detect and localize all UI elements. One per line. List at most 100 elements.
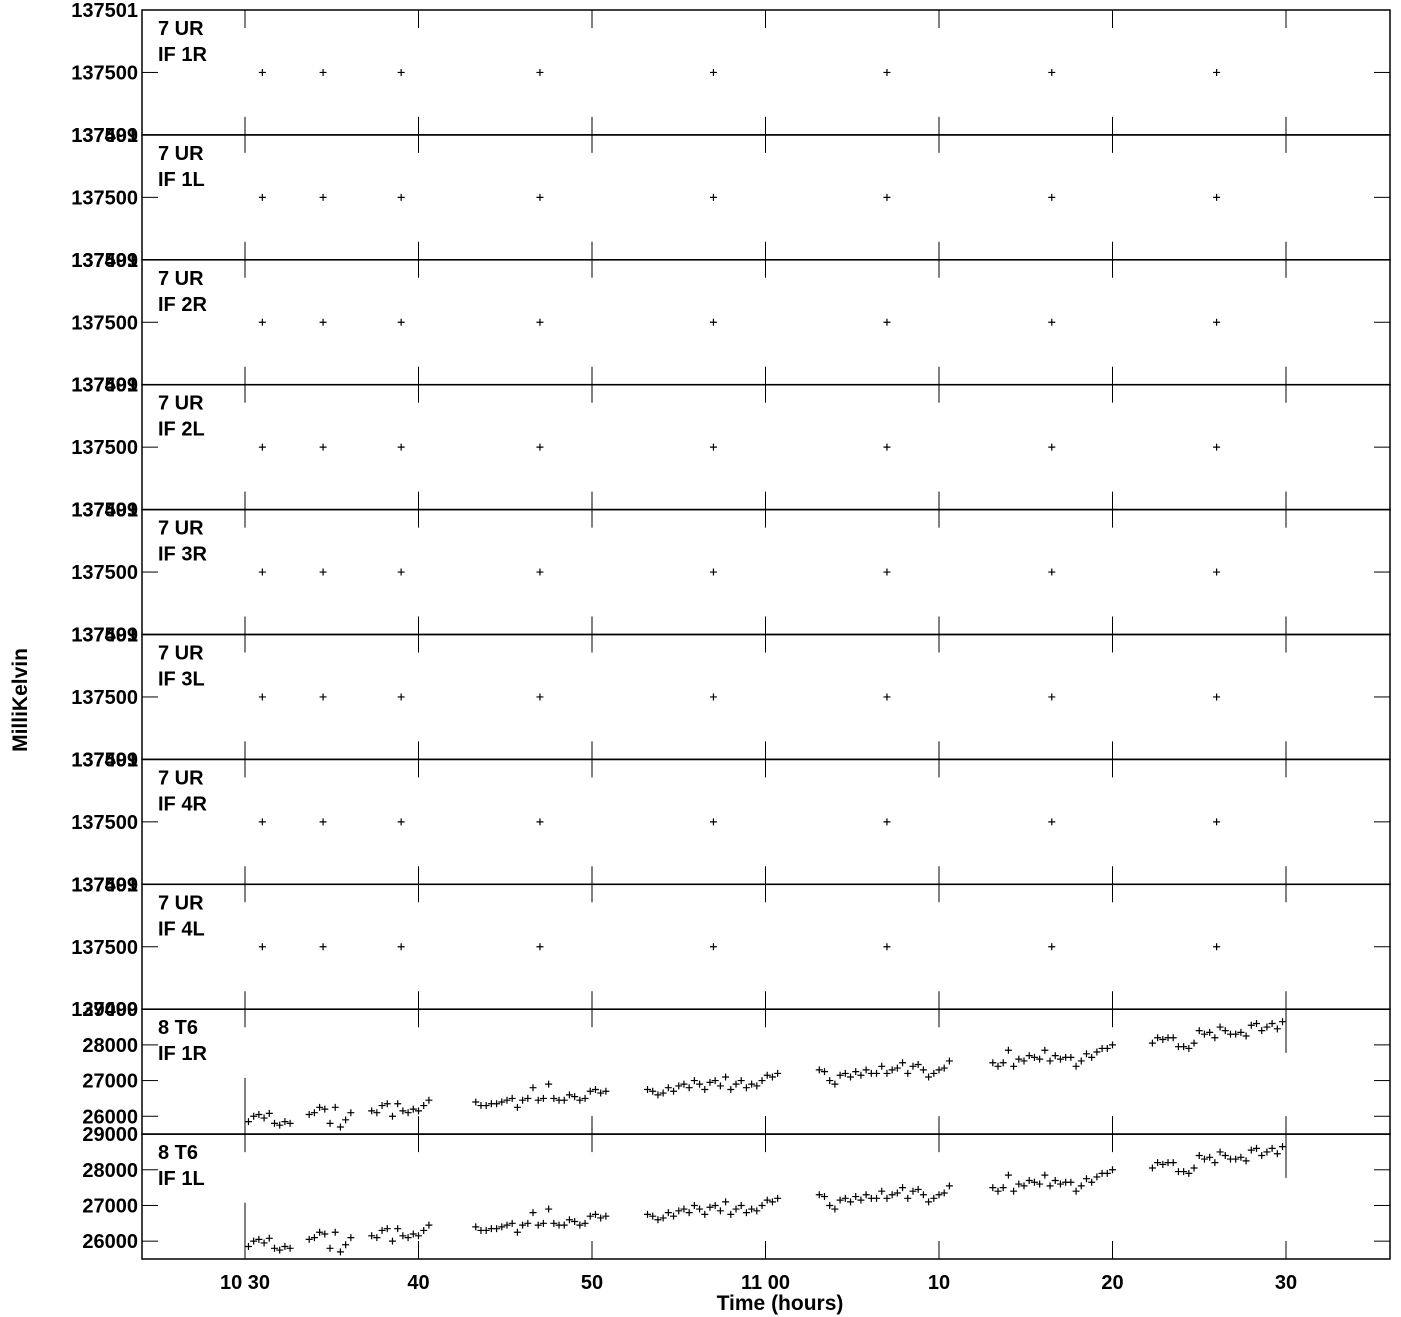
y-range-min-label: 137499 [71,500,138,522]
x-tick-label: 11 00 [741,1272,790,1294]
data-point [586,1087,594,1095]
data-point [1093,1048,1101,1056]
panel-frame [141,134,1391,261]
data-point [1190,1039,1198,1047]
panel-if-label: IF 2R [158,294,207,316]
y-tick-label: 137500 [71,812,138,834]
data-point [1041,1046,1049,1054]
data-point [883,318,891,326]
data-point [768,1073,776,1081]
data-point [255,1110,263,1118]
data-point [539,1094,547,1102]
data-point [342,1116,350,1124]
data-point [1036,1055,1044,1063]
data-point [1213,943,1221,951]
data-point [654,1216,662,1224]
data-point [513,1103,521,1111]
data-point [281,1243,289,1251]
data-point [265,1234,273,1242]
data-point [1046,1182,1054,1190]
data-point [716,1082,724,1090]
data-point [1056,1180,1064,1188]
data-point [534,1221,542,1229]
data-point [1041,1171,1049,1179]
panel: 26000 27000 28000 29000 8 T6 IF 1R [82,999,1391,1135]
data-point [1048,818,1056,826]
data-point [397,68,405,76]
panel-frame [141,883,1391,1010]
panel-station-label: 7 UR [158,643,204,665]
y-range-min-label: 137499 [71,874,138,896]
data-point [758,1201,766,1209]
data-point [286,1244,294,1252]
data-point [415,1107,422,1115]
data-point [536,68,544,76]
data-point [388,1237,396,1245]
y-tick-label: 137500 [71,62,138,84]
data-point [397,318,405,326]
panel-frame [141,633,1391,761]
data-point [571,1218,579,1226]
panel-station-label: 7 UR [158,143,204,165]
y-range-max-label: 137501 [71,625,138,647]
data-point [602,1212,610,1220]
data-point [1211,1034,1219,1042]
data-point [347,1234,355,1242]
data-point [914,1185,922,1193]
y-range-min-label: 137499 [71,375,138,397]
data-point [709,193,717,201]
data-point [399,1107,407,1115]
data-point [1077,1057,1085,1065]
data-point [321,1230,329,1238]
data-point [388,1112,396,1120]
data-point [1103,1169,1111,1177]
data-point [888,1066,896,1074]
data-point [847,1198,855,1206]
data-point [644,1085,652,1093]
data-point [1232,1155,1240,1163]
data-point [383,1225,391,1233]
data-point [909,1187,917,1195]
data-point [397,943,405,951]
data-point [727,1210,735,1218]
y-tick-label: 26000 [82,1231,138,1253]
data-point [1216,1148,1224,1156]
data-point [1190,1164,1198,1172]
data-point [1015,1055,1023,1063]
data-point [1185,1044,1193,1052]
data-point [397,568,405,576]
data-point [331,1228,339,1236]
data-point [586,1212,594,1220]
data-point [826,1077,834,1085]
x-tick-label: 30 [1275,1272,1297,1294]
data-point [994,1062,1002,1070]
data-point [378,1102,386,1110]
data-point [1279,1018,1287,1026]
data-point [524,1094,532,1102]
data-point [1148,1039,1156,1047]
data-point [857,1196,865,1204]
data-point [706,1078,714,1086]
data-point [664,1084,672,1092]
data-point [1036,1180,1044,1188]
panel-station-label: 7 UR [158,892,204,914]
data-point [873,1194,881,1202]
data-point [994,1187,1002,1195]
panel-if-label: IF 1L [158,1168,205,1190]
data-point [258,443,266,451]
data-point [774,1194,782,1202]
panel-frame [141,1008,1391,1135]
data-point [250,1237,258,1245]
data-point [581,1219,589,1227]
data-point [536,693,544,701]
data-point [701,1210,709,1218]
data-point [732,1205,740,1213]
data-point [758,1077,766,1085]
data-point [1221,1027,1229,1035]
data-point [690,1077,698,1085]
y-axis-title: MilliKelvin [9,648,32,752]
data-point [319,68,327,76]
data-point [326,1244,334,1252]
